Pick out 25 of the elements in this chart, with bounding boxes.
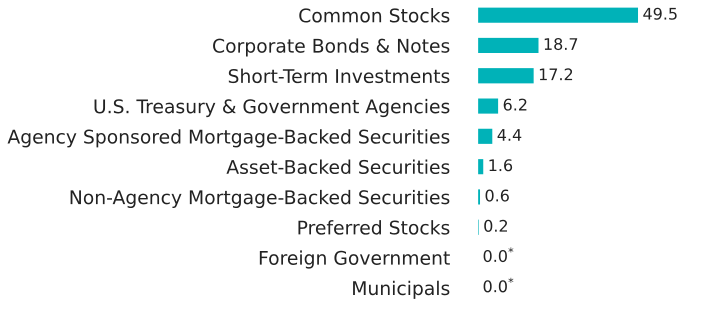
y-tick-label: U.S. Treasury & Government Agencies: [94, 98, 450, 118]
data-label: 1.6: [489, 159, 512, 172]
y-tick-label: Corporate Bonds & Notes: [213, 38, 450, 56]
data-label: 6.2: [504, 98, 526, 111]
bar: [478, 8, 638, 23]
bar: [478, 38, 539, 54]
y-tick-label: Non-Agency Mortgage-Backed Securities: [70, 190, 450, 208]
y-tick-label: Preferred Stocks: [298, 220, 450, 235]
y-tick-label: Agency Sponsored Mortgage-Backed Securities: [8, 129, 450, 148]
data-label: 4.4: [498, 129, 522, 141]
data-label: 18.7: [544, 38, 578, 50]
y-tick-label: Common Stocks: [299, 8, 450, 23]
bar: [478, 128, 492, 144]
bar: [478, 68, 534, 84]
data-label: 0.0$^{*}$: [484, 247, 514, 262]
data-label: 17.2: [540, 68, 572, 80]
data-label: 0.0$^{*}$: [484, 278, 514, 292]
data-label: 0.6: [486, 190, 509, 202]
y-tick-label: Asset-Backed Securities: [226, 160, 450, 174]
y-tick-label: Foreign Government: [260, 250, 450, 269]
y-tick-label: Short-Term Investments: [228, 68, 450, 84]
data-label: 0.2: [484, 220, 508, 232]
data-label: 49.5: [643, 8, 677, 20]
bar: [478, 98, 498, 114]
y-tick-label: Municipals: [353, 280, 450, 299]
